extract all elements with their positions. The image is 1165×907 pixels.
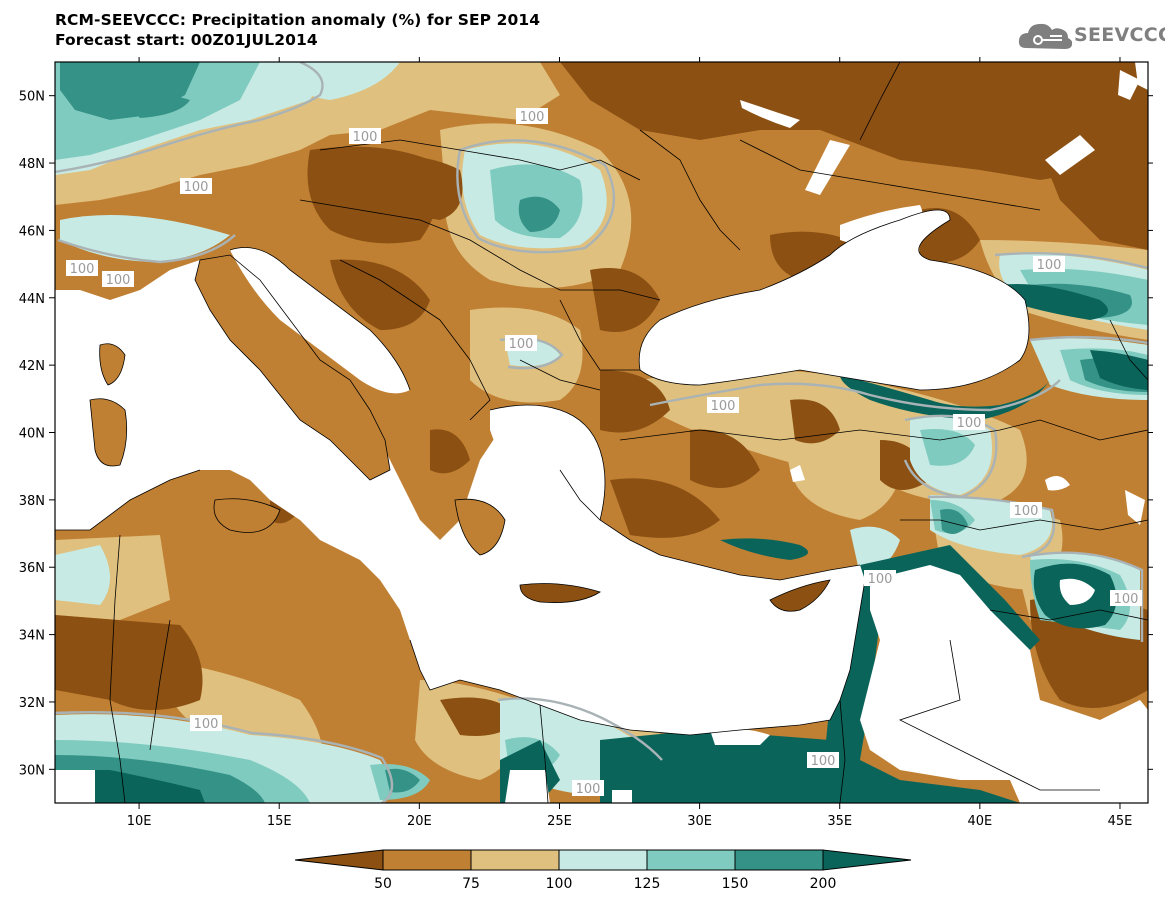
borders <box>55 62 1148 803</box>
contour-label-text: 100 <box>868 572 893 587</box>
contour-label: 100 <box>807 752 839 769</box>
colorbar-segment <box>470 849 560 871</box>
contour-label-text: 100 <box>576 782 601 797</box>
contour-100-lines <box>55 62 1148 803</box>
contour-labels: 100 100 100 100 100 100 100 100 100 100 … <box>66 108 1142 797</box>
colorbar: 50 75 100 125 150 200 <box>294 849 912 892</box>
lat-label: 48N <box>19 157 45 172</box>
colorbar-tick-label: 100 <box>546 876 573 892</box>
contour-label: 100 <box>349 128 381 145</box>
colorbar-segment <box>646 849 736 871</box>
lat-label: 38N <box>19 494 45 509</box>
lon-label: 45E <box>1108 814 1133 829</box>
lat-label: 50N <box>19 90 45 105</box>
longitude-axis: 10E 15E 20E 25E 30E 35E 40E 45E <box>127 57 1133 829</box>
lat-label: 32N <box>19 696 45 711</box>
contour-label-text: 100 <box>811 754 836 769</box>
anomaly-field <box>55 62 1148 803</box>
lon-label: 15E <box>267 814 292 829</box>
sea-mask <box>55 62 1148 803</box>
lat-label: 34N <box>19 629 45 644</box>
contour-label-text: 100 <box>509 337 534 352</box>
contour-label-text: 100 <box>70 262 95 277</box>
logo-text: SEEVCCC <box>1074 24 1165 46</box>
contour-label-text: 100 <box>1037 258 1062 273</box>
colorbar-tick-label: 200 <box>810 876 837 892</box>
seevccc-logo: SEEVCCC <box>1018 18 1165 60</box>
contour-label-text: 100 <box>957 416 982 431</box>
colorbar-tick-label: 125 <box>634 876 661 892</box>
colorbar-segment <box>382 849 472 871</box>
contour-label: 100 <box>1033 256 1065 273</box>
contour-label-text: 100 <box>520 110 545 125</box>
contour-label-text: 100 <box>1114 592 1139 607</box>
lat-label: 36N <box>19 561 45 576</box>
contour-label: 100 <box>102 271 134 288</box>
lon-label: 25E <box>547 814 572 829</box>
contour-label: 100 <box>1010 502 1042 519</box>
colorbar-tick-label: 75 <box>462 876 480 892</box>
contour-label: 100 <box>572 780 604 797</box>
contour-label: 100 <box>953 414 985 431</box>
contour-label: 100 <box>1110 590 1142 607</box>
contour-label-text: 100 <box>711 399 736 414</box>
colorbar-max-arrow <box>822 849 912 871</box>
colorbar-tick-label: 50 <box>374 876 392 892</box>
lon-label: 30E <box>687 814 712 829</box>
colorbar-segment <box>734 849 824 871</box>
contour-label: 100 <box>707 397 739 414</box>
lat-label: 42N <box>19 359 45 374</box>
lon-label: 20E <box>407 814 432 829</box>
contour-label-text: 100 <box>353 130 378 145</box>
contour-label-text: 100 <box>1014 504 1039 519</box>
forecast-start: Forecast start: 00Z01JUL2014 <box>55 31 318 49</box>
map-title: RCM-SEEVCCC: Precipitation anomaly (%) f… <box>55 11 541 29</box>
contour-label-text: 100 <box>106 273 131 288</box>
cloud-icon <box>1018 23 1073 49</box>
contour-label: 100 <box>864 570 896 587</box>
contour-label: 100 <box>516 108 548 125</box>
latitude-axis: 30N 32N 34N 36N 38N 40N 42N 44N 46N 48N 50N <box>19 90 1153 778</box>
contour-label: 100 <box>180 178 212 195</box>
lat-label: 46N <box>19 224 45 239</box>
contour-label-text: 100 <box>194 717 219 732</box>
contour-label-text: 100 <box>184 180 209 195</box>
lon-label: 10E <box>127 814 152 829</box>
lat-label: 40N <box>19 427 45 442</box>
contour-label: 100 <box>66 260 98 277</box>
contour-label: 100 <box>505 335 537 352</box>
contour-label: 100 <box>190 715 222 732</box>
colorbar-min-arrow <box>294 849 384 871</box>
lon-label: 40E <box>967 814 992 829</box>
lat-label: 30N <box>19 763 45 778</box>
lon-label: 35E <box>827 814 852 829</box>
colorbar-tick-label: 150 <box>722 876 749 892</box>
lat-label: 44N <box>19 292 45 307</box>
colorbar-segment <box>558 849 648 871</box>
